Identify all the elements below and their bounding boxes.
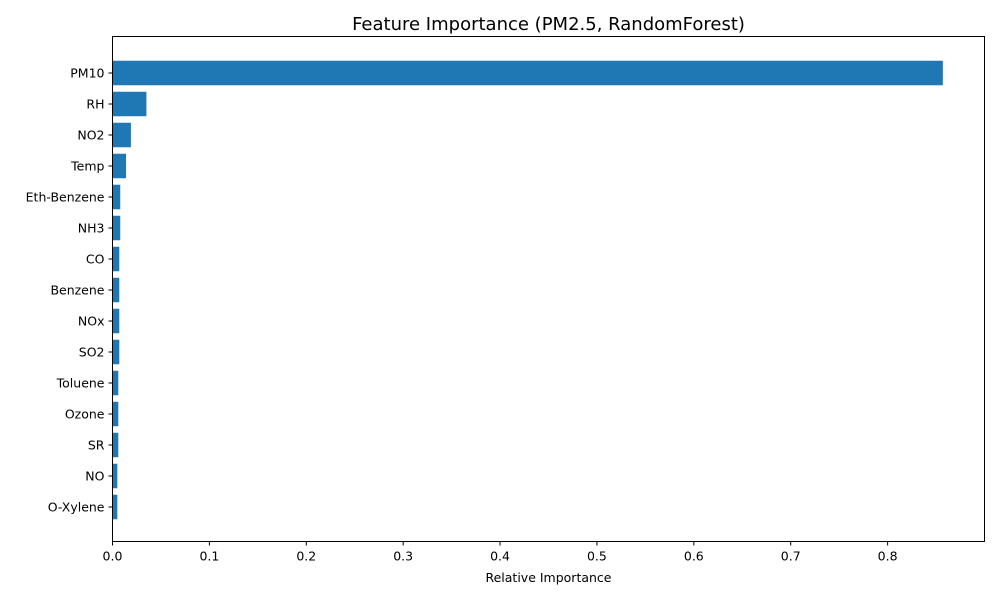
bar-toluene (112, 370, 119, 396)
y-tick-label: NO (85, 469, 104, 484)
x-tick-label: 0.2 (296, 549, 316, 564)
bar-so2 (112, 339, 120, 365)
chart-title: Feature Importance (PM2.5, RandomForest) (352, 14, 745, 35)
x-tick-label: 0.6 (684, 549, 704, 564)
bar-eth-benzene (112, 184, 121, 210)
bar-ozone (112, 401, 119, 427)
y-tick-label: RH (86, 97, 104, 112)
y-tick-label: Eth-Benzene (26, 190, 105, 205)
plot-frame (112, 36, 985, 542)
x-axis-ticks: 0.0 0.1 0.2 0.3 0.4 0.5 0.6 0.7 0.8 (103, 541, 898, 564)
x-tick-label: 0.7 (781, 549, 801, 564)
y-tick-label: CO (86, 252, 105, 267)
x-tick-label: 0.0 (103, 549, 123, 564)
bar-sr (112, 432, 119, 458)
bar-no2 (112, 122, 131, 148)
y-tick-label: Temp (70, 159, 104, 174)
x-tick-label: 0.1 (199, 549, 219, 564)
y-tick-label: Toluene (56, 376, 105, 391)
y-tick-label: Ozone (65, 407, 105, 422)
bars-group (112, 60, 943, 520)
x-tick-label: 0.3 (393, 549, 413, 564)
x-axis-label: Relative Importance (485, 570, 611, 585)
bar-no (112, 463, 118, 489)
bar-rh (112, 91, 147, 117)
bar-pm10 (112, 60, 943, 86)
y-tick-label: NOx (78, 314, 105, 329)
y-tick-label: SR (88, 438, 105, 453)
y-tick-label: NH3 (78, 221, 105, 236)
y-tick-label: PM10 (70, 66, 104, 81)
y-tick-label: SO2 (79, 345, 105, 360)
bar-co (112, 246, 120, 272)
y-tick-label: Benzene (50, 283, 104, 298)
bar-nh3 (112, 215, 121, 241)
x-tick-label: 0.5 (587, 549, 607, 564)
x-tick-label: 0.4 (490, 549, 510, 564)
y-axis-ticks: PM10 RH NO2 Temp Eth-Benzene NH3 CO Benzene NOx S… (26, 66, 113, 515)
x-tick-label: 0.8 (878, 549, 898, 564)
bar-o-xylene (112, 494, 118, 520)
y-tick-label: O-Xylene (48, 500, 105, 515)
y-tick-label: NO2 (77, 128, 104, 143)
bar-temp (112, 153, 127, 179)
bar-benzene (112, 277, 120, 303)
bar-nox (112, 308, 120, 334)
